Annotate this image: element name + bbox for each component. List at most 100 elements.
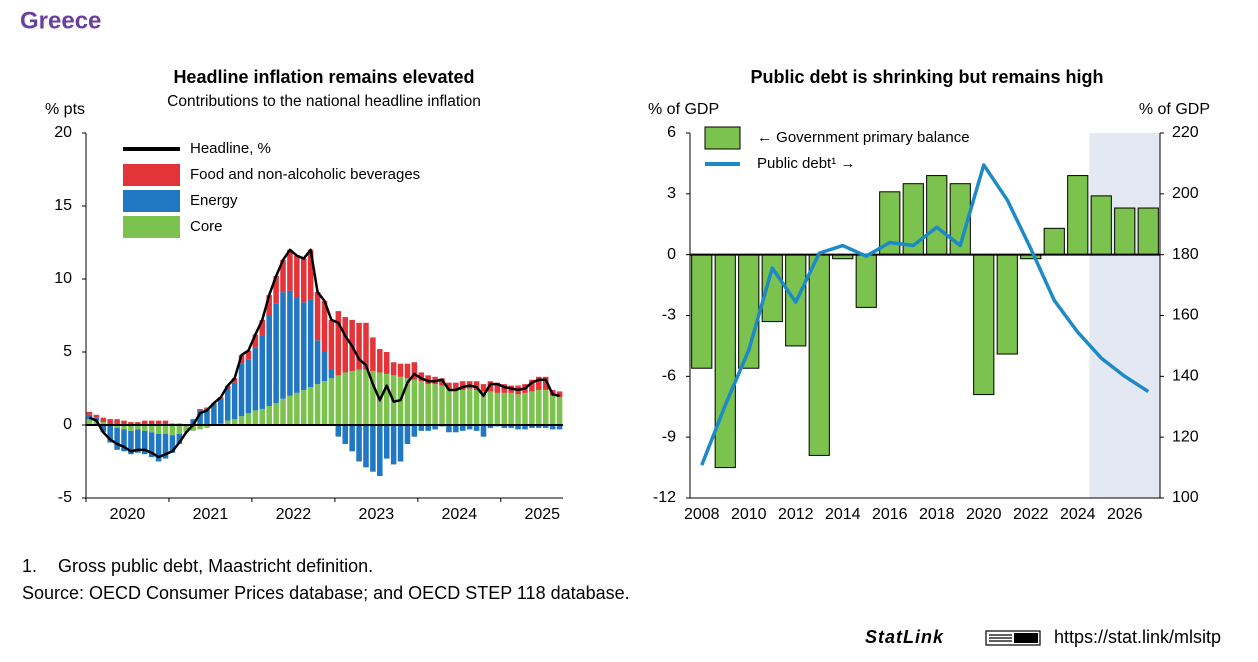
bar (100, 417, 107, 423)
bar (556, 425, 563, 430)
x-tick-label: 2024 (1060, 506, 1096, 523)
bar (480, 384, 487, 392)
bar (370, 337, 376, 371)
y-tick-label: 6 (667, 124, 676, 141)
bar (425, 384, 431, 425)
bar (204, 408, 210, 425)
bar (383, 425, 390, 459)
bar (218, 398, 224, 424)
bar (197, 408, 203, 411)
bar (128, 422, 134, 425)
bar (342, 372, 349, 425)
bar (259, 408, 266, 425)
bar (425, 425, 431, 431)
bar (252, 410, 259, 425)
bar (356, 322, 362, 370)
bar (224, 388, 231, 421)
bar (245, 350, 252, 360)
bar (211, 404, 217, 425)
statlink-label: StatLink (865, 627, 944, 647)
y2-tick-label: 220 (1172, 124, 1199, 141)
bar (314, 384, 321, 425)
bar (466, 425, 473, 430)
bar (487, 391, 494, 425)
bar (287, 249, 293, 291)
bar (453, 425, 459, 433)
series-line (700, 163, 1150, 466)
bar (197, 425, 203, 430)
bar (529, 425, 535, 428)
bar (135, 422, 141, 425)
bar (996, 254, 1018, 355)
bar (439, 385, 445, 425)
plot: -12 -9 -6 -3 0 3 6 100 120 140 160 180 200 220 2008 201… (653, 124, 1199, 523)
bar (300, 258, 307, 303)
bar (404, 425, 411, 444)
bar (446, 382, 452, 389)
x-tick-label: 2010 (731, 506, 767, 523)
bar (121, 429, 127, 452)
bar (86, 419, 93, 425)
bar (252, 334, 259, 348)
bar (473, 425, 480, 431)
bar (328, 369, 335, 379)
bar (542, 376, 549, 390)
y-tick-label: 5 (63, 343, 72, 360)
bar (128, 430, 134, 455)
x-tick-label: 2022 (276, 506, 312, 523)
bar (404, 363, 411, 379)
bar (169, 435, 176, 453)
bar (370, 370, 376, 425)
bar (542, 425, 549, 428)
x-tick-label: 2023 (359, 506, 395, 523)
bar (321, 352, 328, 382)
bar (238, 363, 245, 417)
series-line (88, 248, 560, 459)
bar (446, 425, 452, 433)
y-tick-label: 20 (54, 124, 72, 141)
bar (107, 425, 113, 443)
bar (273, 403, 279, 425)
bar (370, 425, 376, 472)
bar (280, 292, 286, 399)
y-axis-label: % of GDP (648, 101, 719, 118)
bar (446, 388, 452, 425)
bar (508, 392, 514, 425)
bar (231, 378, 238, 383)
legend-label: Core (190, 218, 223, 235)
bar (135, 429, 141, 453)
bar (107, 419, 113, 425)
legend-label: Public debt¹ → (757, 155, 855, 172)
y2-tick-label: 120 (1172, 428, 1199, 445)
bar (294, 255, 300, 298)
bar (86, 414, 93, 420)
bar (266, 315, 272, 407)
bar (100, 422, 107, 425)
bar (542, 389, 549, 425)
bar (363, 425, 369, 468)
bar (855, 254, 877, 308)
bar (162, 433, 169, 459)
bar (377, 425, 383, 477)
statlink-url[interactable]: https://stat.link/mlsitp (1054, 627, 1221, 647)
bar (231, 419, 238, 425)
bar (1067, 175, 1089, 256)
bar (529, 379, 535, 392)
bar (466, 388, 473, 425)
bar (162, 425, 169, 434)
bar (328, 319, 335, 370)
bar (397, 425, 404, 462)
bar (383, 352, 390, 374)
x-tick-label: 2014 (825, 506, 861, 523)
bar (190, 419, 196, 425)
source-note: Source: OECD Consumer Prices database; a… (22, 583, 630, 603)
chart-subtitle: Contributions to the national headline i… (167, 93, 481, 110)
bar (266, 406, 272, 425)
y-axis-label: % pts (45, 101, 85, 118)
bar (411, 362, 418, 380)
bar (390, 362, 397, 376)
y-tick-label: -6 (662, 368, 676, 385)
bar (245, 359, 252, 414)
bar (169, 425, 176, 436)
bar (453, 389, 459, 425)
